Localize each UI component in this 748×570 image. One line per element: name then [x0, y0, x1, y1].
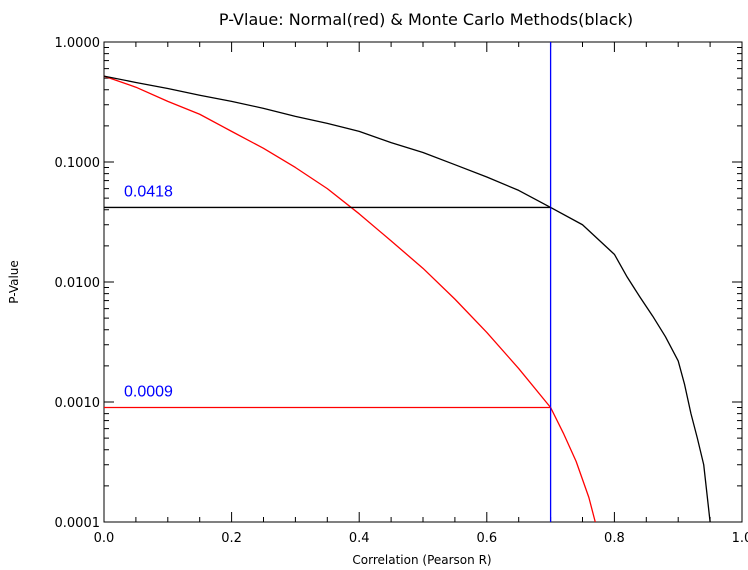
y-tick-label: 0.1000	[55, 156, 101, 171]
y-tick-label: 0.0010	[55, 396, 101, 411]
y-tick-label: 0.0100	[55, 276, 101, 291]
y-tick-label: 0.0001	[55, 516, 101, 531]
x-axis-label: Correlation (Pearson R)	[352, 553, 491, 567]
chart-title: P-Vlaue: Normal(red) & Monte Carlo Metho…	[219, 10, 633, 29]
annotation-label: 0.0418	[124, 183, 173, 200]
annotation-label: 0.0009	[124, 383, 173, 400]
x-tick-label: 0.8	[604, 531, 625, 546]
x-tick-label: 0.2	[221, 531, 242, 546]
axis-ticks	[103, 41, 743, 523]
annotation-layer: 0.0418 0.0009	[104, 183, 551, 409]
axis-tick-labels: 0.0 0.2 0.4 0.6 0.8 1.0 0.0001 0.0010 0.0100 0.10…	[55, 36, 748, 546]
series-layer	[103, 42, 711, 523]
y-axis-label: P-Value	[7, 260, 21, 304]
monte-carlo-line	[103, 75, 711, 523]
normal-method-line	[103, 75, 596, 523]
y-tick-label: 1.0000	[55, 36, 101, 51]
x-tick-label: 1.0	[732, 531, 748, 546]
x-tick-label: 0.0	[94, 531, 115, 546]
x-tick-label: 0.4	[349, 531, 370, 546]
x-tick-label: 0.6	[476, 531, 497, 546]
